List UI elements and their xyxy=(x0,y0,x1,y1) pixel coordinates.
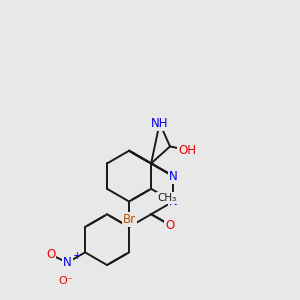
Text: N: N xyxy=(63,256,72,269)
Text: N: N xyxy=(169,195,178,208)
Text: NH: NH xyxy=(151,117,168,130)
Text: OH: OH xyxy=(178,144,196,157)
Text: +: + xyxy=(73,251,82,261)
Text: N: N xyxy=(169,169,178,183)
Text: O: O xyxy=(165,219,174,232)
Text: O: O xyxy=(46,248,56,261)
Text: O⁻: O⁻ xyxy=(58,276,73,286)
Text: Br: Br xyxy=(122,213,136,226)
Text: CH₃: CH₃ xyxy=(157,193,176,203)
